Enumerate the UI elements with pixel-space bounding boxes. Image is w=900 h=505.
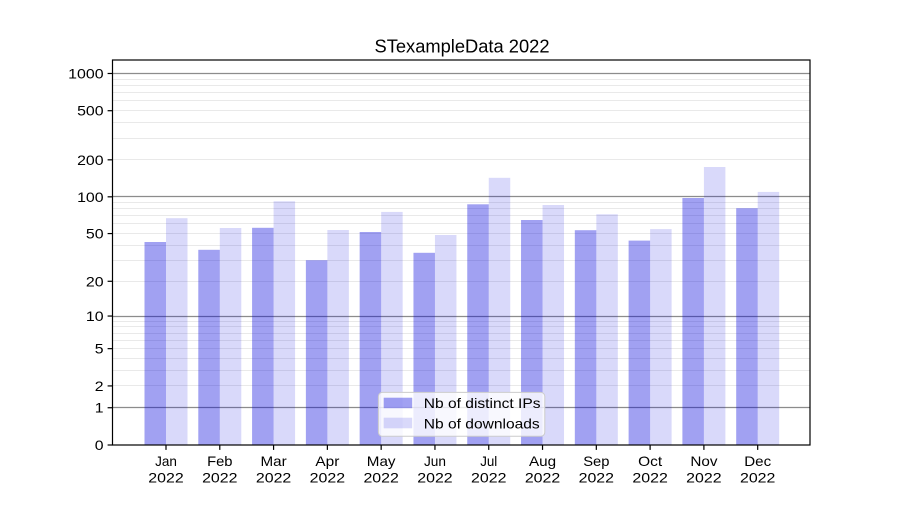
svg-text:Feb: Feb: [207, 453, 233, 469]
svg-text:1000: 1000: [68, 65, 104, 81]
svg-text:2022: 2022: [256, 470, 292, 486]
svg-text:Jul: Jul: [480, 453, 497, 469]
svg-text:Sep: Sep: [583, 453, 609, 469]
svg-text:200: 200: [77, 152, 104, 168]
svg-text:2022: 2022: [417, 470, 453, 486]
svg-text:2022: 2022: [632, 470, 668, 486]
svg-text:Apr: Apr: [315, 453, 339, 469]
svg-text:STexampleData 2022: STexampleData 2022: [375, 36, 550, 57]
svg-text:2022: 2022: [148, 470, 184, 486]
svg-text:May: May: [367, 453, 396, 469]
svg-text:50: 50: [86, 226, 104, 242]
svg-text:2022: 2022: [471, 470, 507, 486]
svg-text:20: 20: [86, 273, 104, 289]
svg-text:Dec: Dec: [744, 453, 771, 469]
svg-text:Oct: Oct: [638, 453, 662, 469]
svg-text:Mar: Mar: [260, 453, 287, 469]
svg-text:Jan: Jan: [155, 453, 177, 469]
svg-text:0: 0: [95, 437, 104, 453]
svg-text:2022: 2022: [740, 470, 776, 486]
svg-text:2022: 2022: [363, 470, 399, 486]
svg-text:1: 1: [95, 400, 104, 416]
svg-text:Aug: Aug: [529, 453, 556, 469]
svg-text:2022: 2022: [579, 470, 615, 486]
svg-text:2: 2: [95, 378, 104, 394]
svg-text:5: 5: [95, 341, 104, 357]
svg-text:2022: 2022: [310, 470, 346, 486]
svg-text:2022: 2022: [686, 470, 722, 486]
svg-text:100: 100: [77, 189, 104, 205]
svg-text:Nov: Nov: [690, 453, 717, 469]
svg-text:2022: 2022: [202, 470, 238, 486]
svg-text:Nb of distinct IPs: Nb of distinct IPs: [424, 395, 541, 411]
svg-text:10: 10: [86, 308, 104, 324]
svg-text:500: 500: [77, 103, 104, 119]
svg-text:Jun: Jun: [424, 453, 446, 469]
svg-text:2022: 2022: [525, 470, 561, 486]
svg-text:Nb of downloads: Nb of downloads: [424, 415, 540, 431]
